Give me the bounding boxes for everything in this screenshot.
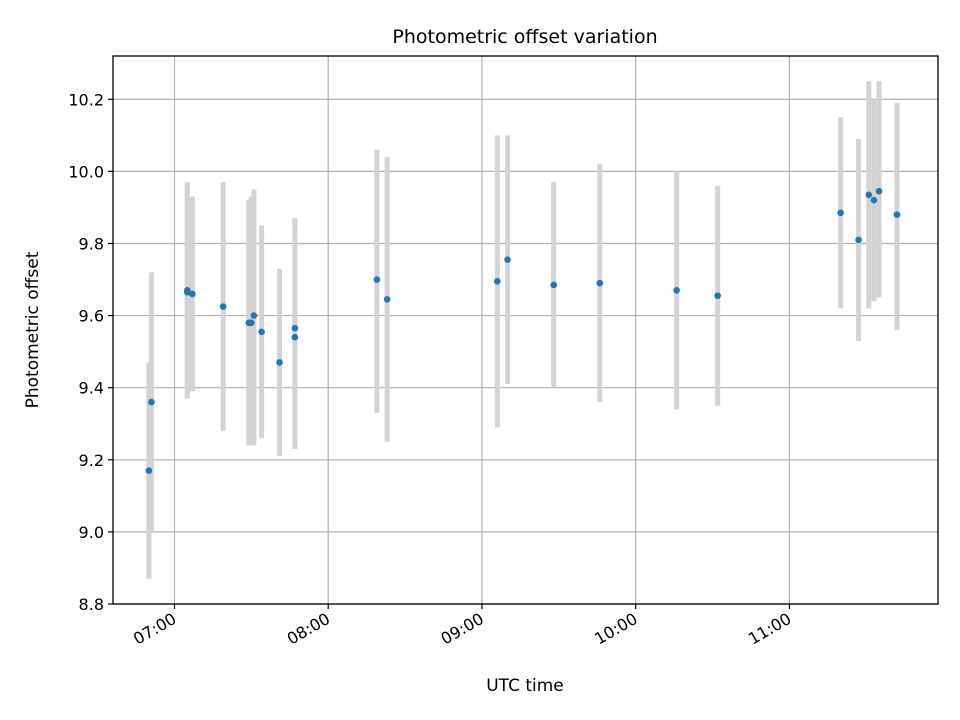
data-point [875,187,883,195]
data-point [189,290,196,298]
y-tick-label: 9.4 [79,379,104,398]
data-point [504,256,511,263]
data-point [145,467,153,474]
data-point [673,287,680,294]
y-tick-label: 10.0 [68,162,104,181]
data-point [148,398,155,406]
plot-area-frame [112,55,939,605]
y-tick-label: 9.6 [79,307,104,326]
data-point [291,324,299,332]
y-tick-label: 9.0 [79,523,104,542]
x-axis-label: UTC time [486,676,564,696]
data-point [250,312,258,319]
data-point [276,359,283,366]
data-point [550,281,557,289]
y-tick-label: 9.8 [79,234,104,253]
chart-title: Photometric offset variation [392,26,657,48]
data-points [145,187,901,474]
data-point [383,296,391,303]
data-point [596,279,604,287]
y-axis-ticks: 8.8 9.0 9.2 9.4 9.6 9.8 10.0 10.2 [68,90,113,614]
data-point [837,209,844,217]
data-point [494,278,501,285]
data-point [373,276,381,283]
data-point [855,236,862,244]
data-point [184,288,191,296]
data-point [714,292,721,300]
data-point [870,196,878,204]
y-tick-label: 10.2 [68,90,104,109]
data-point [291,333,299,341]
data-point [219,303,227,310]
data-point [248,319,255,327]
y-axis-label: Photometric offset [23,251,43,408]
data-point [893,211,901,218]
data-point [865,191,873,199]
y-tick-label: 8.8 [79,595,104,614]
data-point [258,328,265,336]
y-tick-label: 9.2 [79,451,104,470]
